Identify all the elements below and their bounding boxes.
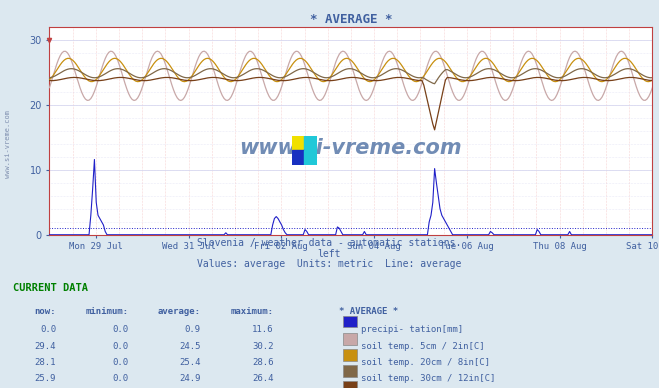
Text: soil temp. 5cm / 2in[C]: soil temp. 5cm / 2in[C]: [361, 342, 485, 351]
Text: 24.9: 24.9: [179, 374, 201, 383]
Bar: [292, 151, 304, 165]
Text: 0.0: 0.0: [113, 358, 129, 367]
Text: soil temp. 20cm / 8in[C]: soil temp. 20cm / 8in[C]: [361, 358, 490, 367]
Text: 25.9: 25.9: [34, 374, 56, 383]
Text: www.si-vreme.com: www.si-vreme.com: [5, 109, 11, 178]
Text: 30.2: 30.2: [252, 342, 273, 351]
Bar: [343, 316, 357, 327]
Text: 0.0: 0.0: [113, 374, 129, 383]
Text: 11.6: 11.6: [252, 325, 273, 334]
Bar: [343, 381, 357, 388]
Text: Slovenia / weather data - automatic stations.: Slovenia / weather data - automatic stat…: [197, 238, 462, 248]
Title: * AVERAGE *: * AVERAGE *: [310, 13, 392, 26]
Bar: [304, 136, 317, 151]
Text: 24.5: 24.5: [179, 342, 201, 351]
Text: 29.4: 29.4: [34, 342, 56, 351]
Text: 28.1: 28.1: [34, 358, 56, 367]
Text: 28.6: 28.6: [252, 358, 273, 367]
Text: 26.4: 26.4: [252, 374, 273, 383]
Text: maximum:: maximum:: [231, 307, 273, 316]
Text: 0.0: 0.0: [113, 325, 129, 334]
Text: * AVERAGE *: * AVERAGE *: [339, 307, 399, 316]
Text: www.si-vreme.com: www.si-vreme.com: [240, 138, 462, 158]
Text: 25.4: 25.4: [179, 358, 201, 367]
Bar: [343, 349, 357, 360]
Text: precipi- tation[mm]: precipi- tation[mm]: [361, 325, 463, 334]
Text: CURRENT DATA: CURRENT DATA: [13, 283, 88, 293]
Bar: [292, 136, 304, 151]
Text: average:: average:: [158, 307, 201, 316]
Text: 0.0: 0.0: [40, 325, 56, 334]
Bar: [343, 365, 357, 376]
Text: Values: average  Units: metric  Line: average: Values: average Units: metric Line: aver…: [197, 259, 462, 269]
Text: minimum:: minimum:: [86, 307, 129, 316]
Text: now:: now:: [34, 307, 56, 316]
Bar: [304, 151, 317, 165]
Text: left: left: [318, 249, 341, 259]
Text: 0.9: 0.9: [185, 325, 201, 334]
Text: soil temp. 30cm / 12in[C]: soil temp. 30cm / 12in[C]: [361, 374, 496, 383]
Text: 0.0: 0.0: [113, 342, 129, 351]
Bar: [343, 333, 357, 345]
